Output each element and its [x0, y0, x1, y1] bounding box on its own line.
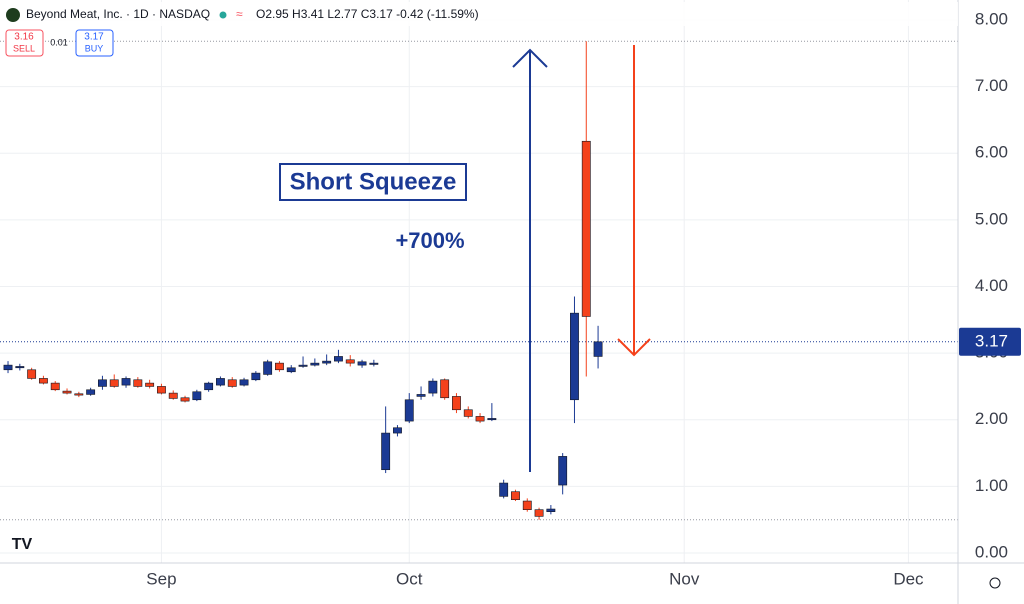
candle-body: [145, 382, 155, 387]
y-tick-label: 1.00: [975, 476, 1008, 495]
candle-body: [499, 482, 509, 497]
candle-body: [546, 508, 556, 512]
candle-body: [38, 378, 48, 384]
y-tick-label: 2.00: [975, 409, 1008, 428]
candle-body: [593, 341, 603, 357]
candle-body: [310, 362, 320, 366]
candle-body: [121, 378, 131, 386]
x-tick-label: Nov: [669, 569, 700, 588]
status-dot: [219, 11, 227, 19]
candle-body: [263, 361, 273, 375]
grid: [0, 0, 958, 563]
x-tick-label: Sep: [146, 569, 176, 588]
y-tick-label: 5.00: [975, 209, 1008, 228]
candle-body: [428, 380, 438, 394]
candle-body: [204, 382, 214, 391]
candle-body: [251, 372, 261, 381]
candle-body: [192, 391, 202, 401]
status-icon: ≈: [236, 7, 243, 21]
candle-body: [463, 409, 473, 417]
candle-body: [404, 399, 414, 422]
candle-body: [534, 509, 544, 517]
annotation-box: [279, 163, 467, 201]
candle-body: [487, 418, 497, 421]
x-tick-label: Dec: [893, 569, 924, 588]
candle-body: [216, 378, 225, 386]
candle-body: [239, 379, 249, 386]
sell-price[interactable]: 3.16: [14, 32, 34, 43]
candle-body: [275, 362, 284, 371]
candle-body: [416, 394, 426, 397]
y-tick-label: 6.00: [975, 143, 1008, 162]
candle-body: [522, 500, 532, 510]
candle-body: [570, 312, 579, 401]
annotation: +700%: [395, 228, 464, 253]
y-tick-label: 7.00: [975, 76, 1008, 95]
buy-label[interactable]: BUY: [85, 43, 104, 53]
buy-button[interactable]: [75, 29, 114, 57]
candle-body: [475, 416, 485, 422]
candle-body: [180, 397, 190, 402]
candle-body: [345, 359, 355, 364]
y-tick-label: 4.00: [975, 276, 1008, 295]
up-arrow-head: [512, 48, 548, 68]
candle-body: [440, 379, 450, 399]
sell-button[interactable]: [5, 29, 44, 57]
candle-body: [298, 364, 308, 367]
candle-body: [168, 392, 178, 399]
annotation: Short Squeeze: [290, 168, 457, 195]
candles: [3, 41, 603, 520]
candle-body: [227, 379, 237, 387]
candle-body: [27, 369, 37, 379]
symbol-title: Beyond Meat, Inc. · 1D · NASDAQ: [26, 7, 210, 21]
candle-body: [74, 393, 84, 396]
candle-body: [381, 432, 391, 471]
candle-body: [3, 364, 13, 371]
candle-body: [50, 382, 60, 391]
spread: 0.01: [50, 37, 68, 47]
candle-body: [334, 356, 343, 362]
candle-body: [86, 389, 96, 395]
symbol-logo: [6, 8, 20, 22]
tv-logo: TV: [12, 536, 33, 553]
buy-price[interactable]: 3.17: [84, 32, 104, 43]
candle-body: [511, 491, 520, 501]
candle-body: [322, 360, 332, 364]
candle-body: [558, 456, 568, 486]
candle-body: [62, 390, 72, 394]
candle-body: [15, 366, 25, 369]
y-tick-label: 8.00: [975, 9, 1008, 28]
last-price-tag: [959, 327, 1021, 356]
settings-icon[interactable]: [989, 577, 1001, 589]
candle-body: [357, 361, 367, 366]
candle-body: [581, 140, 591, 317]
header-bg: [0, 2, 958, 26]
ohlc: O2.95 H3.41 L2.77 C3.17 -0.42 (-11.59%): [256, 7, 479, 21]
sell-label[interactable]: SELL: [13, 43, 35, 53]
candle-body: [133, 379, 143, 387]
x-tick-label: Oct: [396, 569, 423, 588]
candle-body: [98, 379, 107, 387]
last-price-label: 3.17: [975, 331, 1008, 350]
candle-body: [369, 362, 379, 365]
candle-body: [452, 396, 461, 411]
candle-body: [393, 427, 402, 434]
down-arrow-head: [617, 338, 651, 357]
candle-body: [286, 367, 296, 373]
candle-body: [109, 379, 119, 387]
y-tick-label: 0.00: [975, 542, 1008, 561]
candle-body: [157, 386, 166, 394]
